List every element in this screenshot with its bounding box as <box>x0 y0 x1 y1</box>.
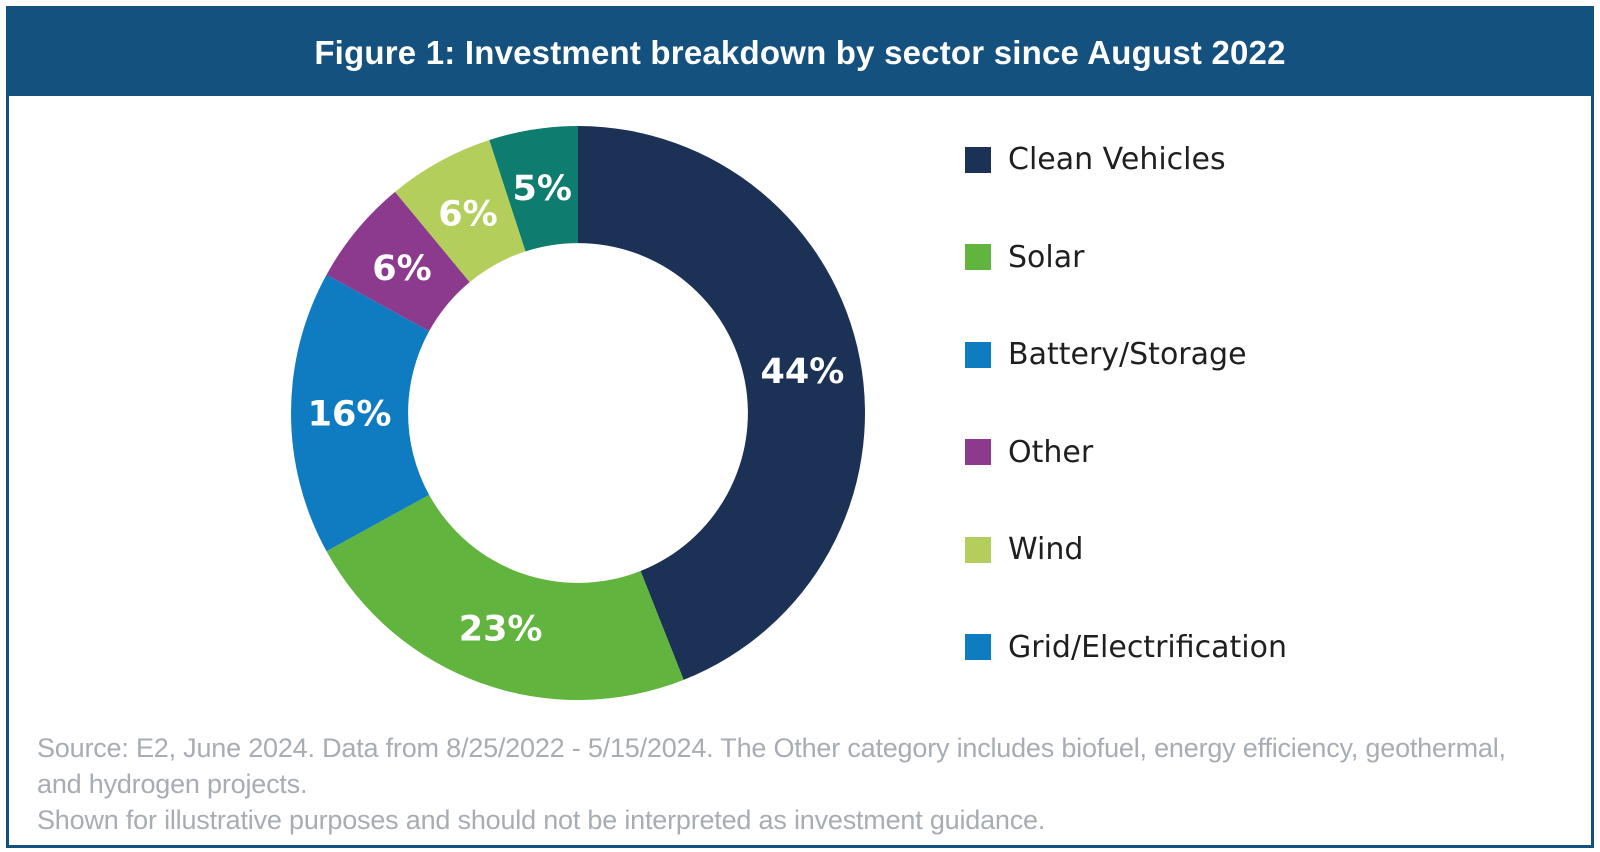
segment-label-battery-storage: 16% <box>308 395 392 435</box>
donut-chart: 44% 23% 16% 6% 6% 5% <box>278 113 878 713</box>
chart-legend: Clean Vehicles Solar Battery/Storage Other W… <box>965 111 1287 696</box>
legend-item-solar: Solar <box>965 209 1287 307</box>
segment-label-solar: 23% <box>459 610 543 650</box>
source-note-line2: Shown for illustrative purposes and shou… <box>37 805 1046 835</box>
legend-item-wind: Wind <box>965 501 1287 599</box>
segment-label-wind: 6% <box>438 194 497 234</box>
legend-label: Solar <box>1008 239 1085 275</box>
pie-segment-battery-storage <box>291 274 430 552</box>
legend-item-grid-electrification: Grid/Electrification <box>965 599 1287 697</box>
segment-label-clean-vehicles: 44% <box>761 352 845 392</box>
legend-label: Wind <box>1008 532 1084 568</box>
pie-segment-clean-vehicles <box>578 126 866 680</box>
pie-segment-other <box>326 191 470 332</box>
legend-swatch-icon <box>965 536 991 563</box>
segment-label-grid-electrification: 5% <box>513 169 572 209</box>
legend-label: Battery/Storage <box>1008 337 1247 373</box>
pie-segment-wind <box>395 140 526 283</box>
figure-header: Figure 1: Investment breakdown by sector… <box>7 9 1593 96</box>
legend-swatch-icon <box>965 244 991 271</box>
source-note-line1: Source: E2, June 2024. Data from 8/25/20… <box>37 733 1506 799</box>
legend-label: Clean Vehicles <box>1008 142 1226 178</box>
legend-swatch-icon <box>965 341 991 368</box>
legend-label: Grid/Electrification <box>1008 629 1287 665</box>
source-note: Source: E2, June 2024. Data from 8/25/20… <box>37 730 1547 838</box>
legend-item-other: Other <box>965 404 1287 502</box>
legend-item-battery-storage: Battery/Storage <box>965 306 1287 404</box>
figure-title: Figure 1: Investment breakdown by sector… <box>314 33 1286 71</box>
legend-swatch-icon <box>965 634 991 661</box>
donut-chart-svg: 44% 23% 16% 6%6% 5% <box>291 126 866 700</box>
legend-label: Other <box>1008 434 1094 470</box>
legend-swatch-icon <box>965 146 991 173</box>
pie-segment-solar <box>326 494 684 700</box>
pie-segment-grid-electrification <box>489 126 578 252</box>
legend-item-clean-vehicles: Clean Vehicles <box>965 111 1287 209</box>
legend-swatch-icon <box>965 439 991 466</box>
segment-label-other: 6% <box>372 249 431 289</box>
